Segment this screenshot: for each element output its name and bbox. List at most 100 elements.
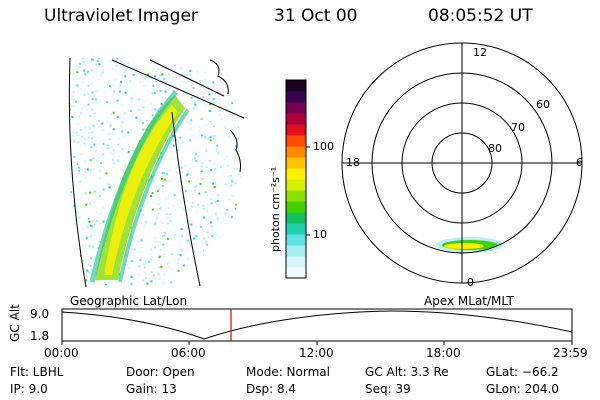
speckle-pixel [116,58,119,60]
speckle-pixel [136,244,139,246]
speckle-pixel [91,91,94,94]
speckle-pixel [153,224,156,227]
speckle-pixel [110,113,113,116]
speckle-pixel [195,235,198,238]
speckle-pixel [149,103,152,106]
speckle-pixel [150,198,153,201]
alt-ytick-low: 1.8 [30,329,50,343]
speckle-pixel [164,85,167,87]
speckle-pixel [70,238,72,241]
speckle-pixel [227,175,230,178]
speckle-pixel [241,113,244,116]
speckle-pixel [235,145,238,148]
speckle-pixel [192,271,194,274]
speckle-pixel [85,203,88,206]
speckle-pixel [193,61,196,63]
speckle-pixel [232,83,235,86]
speckle-pixel [224,125,227,128]
speckle-pixel [91,98,94,100]
info-door: Door: Open [126,365,195,379]
speckle-pixel [130,276,133,278]
speckle-pixel [102,188,105,191]
speckle-pixel [96,59,99,62]
speckle-pixel [239,264,242,267]
speckle-pixel [152,85,155,87]
speckle-pixel [93,124,96,127]
speckle-pixel [201,161,204,164]
lat-label-80: 80 [488,142,502,155]
speckle-pixel [73,226,76,229]
speckle-pixel [233,94,236,97]
speckle-pixel [92,263,95,266]
speckle-pixel [138,98,140,101]
speckle-pixel [163,231,166,234]
speckle-pixel [185,87,188,90]
speckle-pixel [96,90,99,93]
speckle-pixel [199,182,202,185]
speckle-pixel [99,169,101,172]
speckle-pixel [71,238,73,241]
speckle-pixel [177,269,180,272]
speckle-pixel [95,90,98,93]
speckle-pixel [195,284,198,285]
speckle-pixel [135,115,138,118]
speckle-pixel [84,170,87,173]
speckle-pixel [144,276,147,279]
speckle-pixel [99,72,102,75]
speckle-pixel [190,220,193,223]
speckle-pixel [199,250,202,253]
speckle-pixel [236,253,239,256]
speckle-pixel [243,277,245,279]
speckle-pixel [96,196,99,199]
speckle-pixel [93,143,96,146]
speckle-pixel [171,253,174,256]
speckle-pixel [163,288,165,290]
speckle-pixel [233,87,236,90]
speckle-pixel [210,286,212,288]
speckle-pixel [129,80,132,83]
speckle-pixel [89,264,92,267]
speckle-pixel [140,239,143,242]
speckle-pixel [238,173,241,176]
speckle-pixel [180,250,183,253]
speckle-pixel [216,144,219,147]
speckle-pixel [70,231,72,234]
x-tick-label-4: 23:59 [553,346,588,360]
speckle-pixel [204,78,207,81]
speckle-pixel [72,160,75,163]
speckle-pixel [71,98,74,101]
speckle-pixel [211,122,214,125]
speckle-pixel [96,123,99,126]
speckle-pixel [160,288,162,290]
speckle-pixel [130,109,133,112]
x-tick-label-1: 06:00 [171,346,206,360]
speckle-pixel [142,106,145,109]
speckle-pixel [154,108,157,111]
speckle-pixel [195,283,197,285]
speckle-pixel [212,81,215,84]
speckle-pixel [235,203,238,206]
speckle-pixel [201,134,203,137]
speckle-pixel [95,211,98,214]
speckle-pixel [73,180,76,183]
speckle-pixel [174,139,177,141]
speckle-pixel [89,224,92,227]
speckle-pixel [130,97,133,100]
speckle-pixel [178,181,181,184]
speckle-pixel [248,90,250,92]
speckle-pixel [233,78,236,81]
speckle-pixel [169,219,172,222]
speckle-pixel [236,226,239,229]
speckle-pixel [73,135,76,137]
speckle-pixel [88,132,91,135]
speckle-pixel [157,273,160,275]
speckle-pixel [225,106,228,109]
speckle-pixel [135,116,138,119]
speckle-pixel [88,169,91,172]
speckle-pixel [185,239,188,242]
speckle-pixel [198,125,201,128]
speckle-pixel [208,93,211,96]
speckle-pixel [162,281,165,284]
speckle-pixel [177,145,180,148]
speckle-pixel [152,180,155,183]
